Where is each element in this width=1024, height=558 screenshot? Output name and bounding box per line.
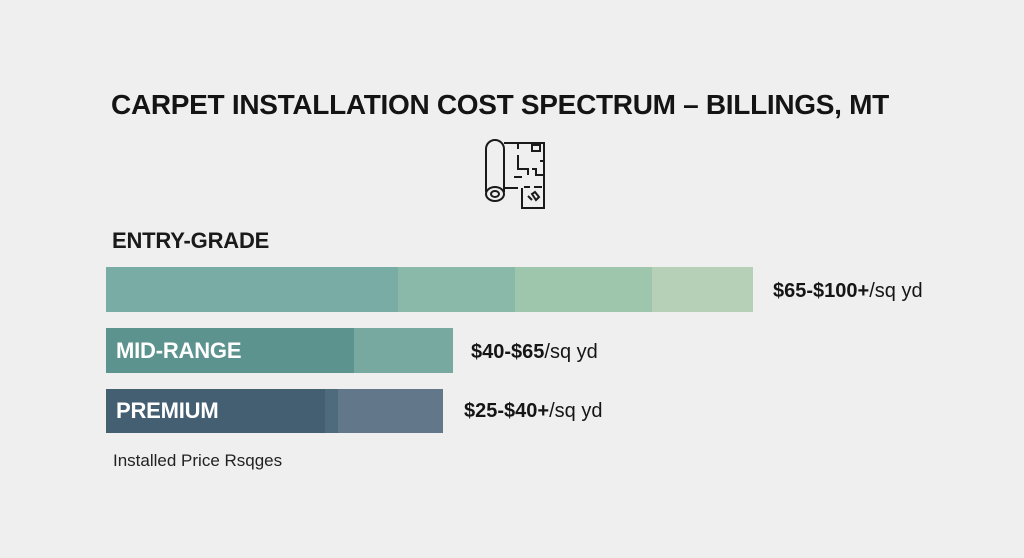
price-premium: $25-$40+/sq yd [464, 400, 602, 423]
bar-segment [338, 389, 443, 433]
tier-label-mid-range: MID-RANGE [116, 337, 242, 363]
axis-caption: Installed Price Rsqges [113, 451, 283, 470]
carpet-roll-floorplan-icon [485, 139, 545, 209]
tier-label-entry-grade: ENTRY-GRADE [112, 228, 270, 253]
bar-premium: PREMIUM [106, 389, 443, 433]
price-unit: /sq yd [549, 400, 603, 422]
price-unit: /sq yd [544, 341, 598, 363]
bar-entry-grade [106, 267, 753, 312]
price-range: $25-$40+ [464, 400, 550, 422]
price-mid-range: $40-$65/sq yd [471, 341, 598, 364]
bar-segment [354, 328, 453, 373]
bar-segment [106, 328, 354, 373]
bar-segment [398, 267, 515, 312]
bar-segment [106, 389, 325, 433]
tier-label-premium: PREMIUM [116, 398, 219, 423]
bar-segment [652, 267, 753, 312]
chart-title: CARPET INSTALLATION COST SPECTRUM – BILL… [111, 89, 889, 120]
bar-segment [515, 267, 652, 312]
price-entry-grade: $65-$100+/sq yd [773, 280, 923, 303]
bar-mid-range: MID-RANGE [106, 328, 453, 373]
bar-segment [106, 267, 398, 312]
price-unit: /sq yd [869, 280, 923, 302]
bar-segment [325, 389, 338, 433]
price-range: $65-$100+ [773, 280, 870, 302]
price-range: $40-$65 [471, 341, 545, 363]
